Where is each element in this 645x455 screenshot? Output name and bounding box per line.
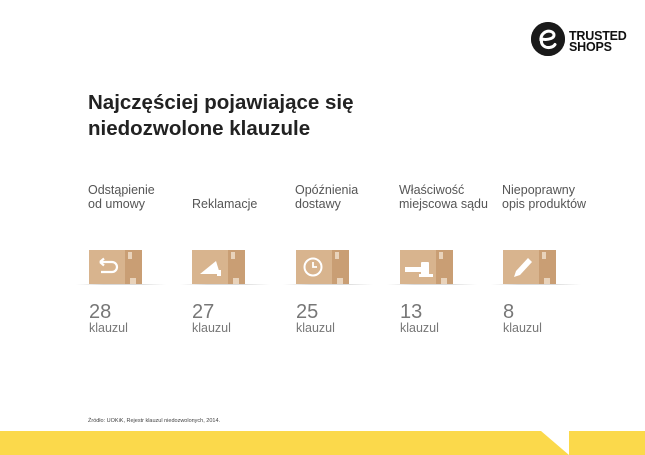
divider-line [76,284,166,285]
clause-count: 8 [503,301,515,323]
trusted-shops-e-icon [531,22,565,56]
gavel-icon [400,250,453,284]
divider-line [387,284,477,285]
page-title: Najczęściej pojawiające się niedozwolone… [88,90,408,142]
logo-line1: TRUSTED [569,29,627,43]
footer-notch [541,431,569,455]
clause-unit: klauzul [89,321,128,335]
category-label: Opóźnienia dostawy [295,183,359,211]
clause-count: 13 [400,301,423,323]
logo-wordmark: TRUSTED SHOPS [569,29,627,54]
page-title-line1: Najczęściej pojawiające się [88,91,354,114]
category-label: Właściwość miejscowa sądu [399,183,488,211]
divider-line [180,284,270,285]
trusted-shops-logo: TRUSTED SHOPS [531,22,631,62]
clause-unit: klauzul [400,321,439,335]
category-label: Odstąpienie od umowy [88,183,155,211]
pencil-icon [503,250,556,284]
source-note: Źródło: UOKiK, Rejestr klauzul niedozwol… [88,418,221,424]
clause-unit: klauzul [503,321,542,335]
category-label: Reklamacje [192,197,258,211]
megaphone-icon [192,250,245,284]
page-title-line2: niedozwolone klauzule [88,117,311,140]
clause-unit: klauzul [192,321,231,335]
clause-count: 28 [89,301,112,323]
return-arrow-icon [89,250,142,284]
category-label: Niepoprawny opis produktów [502,183,587,211]
divider-line [283,284,373,285]
clause-count: 27 [192,301,215,323]
clause-unit: klauzul [296,321,335,335]
logo-line2: SHOPS [569,40,612,54]
clause-count: 25 [296,301,319,323]
clock-icon [296,250,349,284]
footer-yellow-bar [0,431,645,455]
divider-line [491,284,581,285]
